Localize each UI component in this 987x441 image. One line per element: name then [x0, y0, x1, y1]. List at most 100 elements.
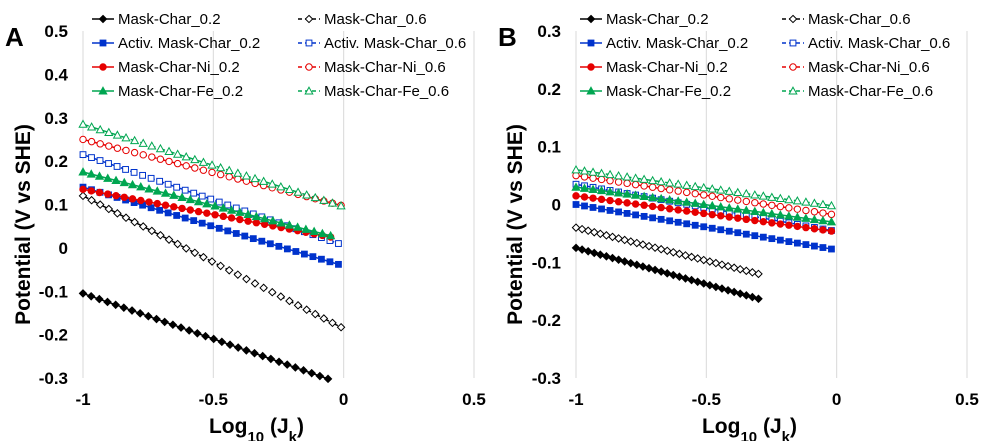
data-point — [173, 183, 181, 191]
data-point — [699, 182, 709, 192]
data-point — [630, 190, 641, 199]
legend-item: Mask-Char-Fe_0.6 — [298, 83, 449, 100]
data-point — [266, 240, 274, 248]
data-point — [656, 176, 666, 186]
data-point — [87, 195, 96, 205]
data-point — [178, 204, 186, 213]
legend-marker — [99, 39, 107, 47]
data-point — [580, 193, 589, 201]
data-point — [579, 166, 590, 175]
data-point — [147, 174, 155, 182]
data-point — [216, 170, 225, 179]
data-point — [614, 178, 623, 186]
data-point — [647, 175, 658, 185]
legend-label: Mask-Char-Ni_0.2 — [606, 59, 728, 76]
x-axis-title: Log10 (Jk) — [702, 415, 797, 441]
y-tick-label: 0 — [552, 196, 561, 215]
data-point — [605, 186, 615, 196]
data-point — [291, 363, 300, 372]
data-point — [283, 245, 291, 253]
data-point — [293, 301, 303, 310]
data-point — [144, 311, 153, 321]
legend-item: Mask-Char-Fe_0.2 — [580, 83, 731, 100]
data-point — [792, 196, 803, 205]
data-point — [147, 141, 157, 150]
data-point — [735, 264, 745, 274]
data-point — [86, 122, 97, 131]
data-point — [589, 248, 599, 258]
data-point — [580, 173, 589, 181]
data-point — [606, 177, 614, 185]
data-point — [198, 157, 209, 166]
data-point — [717, 226, 725, 234]
data-point — [644, 263, 654, 273]
data-point — [724, 186, 734, 195]
data-point — [572, 171, 580, 180]
data-point — [215, 198, 223, 206]
legend-item: Mask-Char_0.2 — [580, 11, 709, 28]
data-point — [111, 175, 121, 185]
data-point — [144, 184, 154, 193]
data-point — [185, 194, 195, 204]
data-point — [201, 331, 210, 341]
data-point — [819, 226, 827, 234]
data-point — [161, 201, 170, 209]
legend-item: Mask-Char-Ni_0.6 — [782, 59, 930, 76]
data-point — [571, 243, 581, 253]
data-point — [725, 227, 733, 235]
data-point — [164, 235, 174, 244]
data-point — [717, 193, 725, 202]
data-point — [716, 185, 726, 194]
legend-marker — [98, 14, 108, 24]
data-point — [577, 245, 587, 254]
data-point — [673, 179, 683, 188]
data-point — [759, 200, 768, 208]
data-point — [190, 154, 200, 164]
data-point — [292, 222, 303, 231]
data-point — [164, 146, 174, 155]
data-point — [336, 322, 346, 332]
data-point — [242, 346, 251, 355]
data-point — [78, 167, 88, 176]
legend-label: Activ. Mask-Char_0.6 — [324, 35, 466, 52]
data-point — [319, 314, 329, 323]
x-tick-label: -0.5 — [199, 390, 228, 409]
data-point — [258, 237, 266, 245]
data-point — [156, 177, 164, 185]
legend-label: Mask-Char-Fe_0.6 — [808, 83, 933, 100]
data-point — [268, 216, 278, 225]
x-tick-label: 0.5 — [462, 390, 486, 409]
chart-panel-b: -0.3 -0.2 -0.1 0 0.1 0.2 0.3 -1 -0.5 0 0.5 B Potenti… — [498, 11, 979, 441]
data-point — [606, 196, 614, 205]
data-point — [211, 211, 219, 219]
data-point — [173, 159, 182, 168]
data-point — [79, 135, 87, 144]
data-point — [596, 250, 605, 259]
data-point — [164, 209, 172, 217]
data-point — [233, 270, 243, 279]
data-point — [656, 267, 666, 276]
data-point — [155, 143, 166, 153]
data-point — [656, 244, 666, 254]
data-point — [571, 164, 581, 174]
data-point — [122, 146, 130, 155]
data-point — [302, 190, 312, 199]
data-point — [809, 198, 820, 207]
data-point — [639, 174, 649, 183]
legend-item: Activ. Mask-Char_0.6 — [298, 35, 466, 52]
data-point — [596, 229, 605, 239]
legend-label: Mask-Char_0.2 — [606, 11, 709, 28]
data-point — [242, 274, 251, 284]
data-point — [638, 262, 648, 271]
data-point — [120, 193, 128, 201]
data-point — [258, 351, 267, 361]
data-point — [724, 203, 734, 212]
legend-marker — [304, 14, 314, 24]
data-point — [581, 202, 588, 210]
data-point — [657, 203, 665, 212]
data-point — [648, 183, 657, 191]
data-point — [735, 289, 745, 298]
data-point — [674, 206, 682, 214]
data-point — [631, 180, 640, 189]
x-axis-title: Log10 (Jk) — [209, 415, 304, 441]
